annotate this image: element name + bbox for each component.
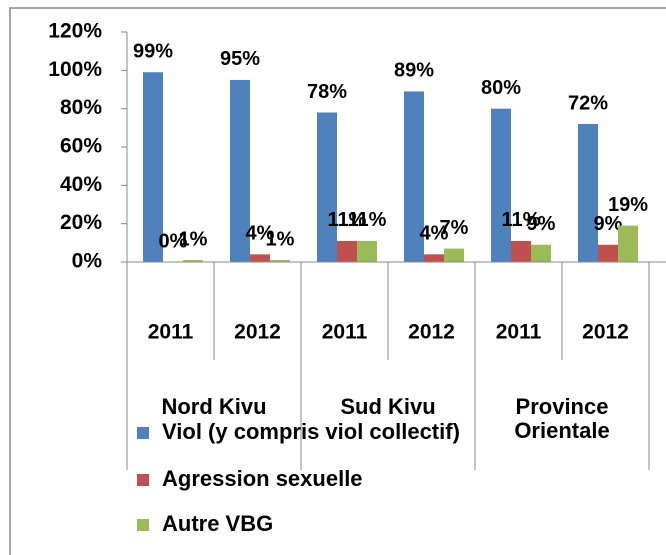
legend-label: Agression sexuelle — [162, 466, 363, 491]
bar — [270, 260, 290, 262]
y-tick-label: 0% — [72, 250, 103, 273]
data-label: 11% — [502, 209, 541, 231]
data-label: 9% — [594, 213, 623, 235]
bar — [444, 248, 464, 262]
bar — [511, 240, 531, 262]
data-label: 0% — [159, 230, 188, 252]
legend-label: Autre VBG — [162, 511, 273, 536]
legend-swatch — [137, 474, 149, 486]
data-label: 95% — [220, 48, 260, 70]
data-label: 11% — [328, 209, 367, 231]
y-tick-label: 40% — [60, 173, 102, 196]
legend-label: Viol (y compris viol collectif) — [162, 419, 460, 444]
bar — [250, 254, 270, 262]
bar — [578, 124, 598, 262]
data-label: 72% — [568, 92, 608, 114]
bar — [337, 240, 357, 262]
bar — [317, 112, 337, 262]
bar — [143, 72, 163, 262]
group-label: Nord Kivu — [161, 394, 267, 419]
legend-swatch — [137, 427, 149, 439]
bar — [598, 244, 618, 262]
x-tick-label: 2011 — [322, 321, 368, 344]
data-label: 78% — [307, 81, 347, 103]
data-label: 89% — [394, 60, 434, 82]
bar — [404, 91, 424, 263]
x-tick-label: 2012 — [408, 321, 455, 344]
group-label: Sud Kivu — [340, 394, 436, 419]
bar — [230, 79, 250, 263]
data-label: 7% — [440, 217, 469, 239]
legend-swatch — [137, 519, 149, 531]
data-label: 9% — [527, 213, 556, 235]
x-tick-label: 2012 — [582, 321, 629, 344]
data-label: 4% — [420, 223, 449, 245]
chart-frame — [9, 7, 666, 555]
bar — [491, 108, 511, 263]
data-label: 19% — [608, 194, 648, 216]
x-tick-label: 2011 — [148, 321, 194, 344]
data-label: 1% — [179, 228, 208, 250]
y-tick-label: 60% — [60, 135, 102, 158]
data-label: 4% — [246, 223, 275, 245]
data-label: 1% — [266, 228, 295, 250]
bar — [424, 254, 444, 262]
bar — [357, 240, 377, 262]
data-label: 99% — [133, 41, 173, 63]
x-tick-label: 2012 — [234, 321, 281, 344]
y-tick-label: 120% — [48, 20, 102, 43]
bar — [183, 260, 203, 262]
bar — [531, 244, 551, 262]
data-label: 80% — [481, 77, 521, 99]
x-tick-label: 2011 — [496, 321, 542, 344]
y-tick-label: 80% — [60, 96, 102, 119]
group-label: Province Orientale — [514, 394, 610, 443]
data-label: 11% — [348, 209, 387, 231]
y-tick-label: 20% — [60, 211, 102, 234]
bar — [618, 225, 638, 262]
y-tick-label: 100% — [48, 58, 102, 81]
